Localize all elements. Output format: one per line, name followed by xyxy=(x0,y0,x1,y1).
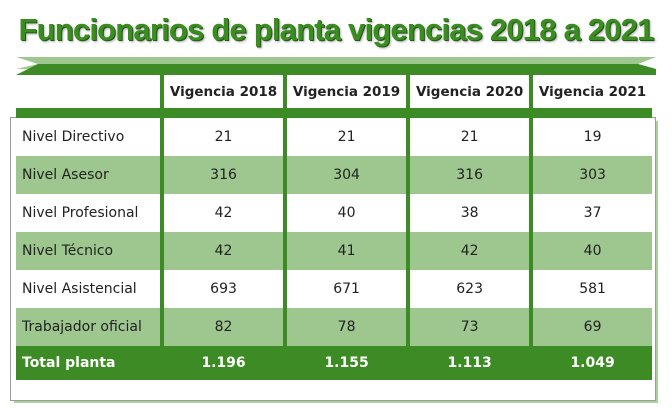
total-cell: 1.155 xyxy=(283,346,409,380)
row-label: Nivel Asesor xyxy=(16,156,162,194)
column-header: Vigencia 2021 xyxy=(529,75,652,108)
cell: 73 xyxy=(406,308,532,346)
total-row: Total planta 1.196 1.155 1.113 1.049 xyxy=(16,346,652,380)
column-header: Vigencia 2020 xyxy=(406,75,532,108)
column-header: Vigencia 2019 xyxy=(283,75,409,108)
table-row: Nivel Profesional 42 40 38 37 xyxy=(16,194,652,232)
table-row: Nivel Asistencial 693 671 623 581 xyxy=(16,270,652,308)
cell: 42 xyxy=(159,194,286,232)
cell: 21 xyxy=(406,118,532,156)
row-label: Nivel Técnico xyxy=(16,232,162,270)
header-row: Vigencia 2018 Vigencia 2019 Vigencia 202… xyxy=(16,75,652,108)
total-cell: 1.113 xyxy=(406,346,532,380)
row-label: Nivel Profesional xyxy=(22,205,139,221)
row-label: Nivel Asistencial xyxy=(22,281,137,297)
cell: 581 xyxy=(529,270,652,308)
table-row: Trabajador oficial 82 78 73 69 xyxy=(16,308,652,346)
header-ribbon xyxy=(16,57,656,75)
row-label: Trabajador oficial xyxy=(16,308,162,346)
page-title: Funcionarios de planta vigencias 2018 a … xyxy=(18,12,654,47)
table-row: Nivel Técnico 42 41 42 40 xyxy=(16,232,652,270)
cell: 82 xyxy=(159,308,286,346)
cell: 69 xyxy=(529,308,652,346)
header-separator xyxy=(16,108,652,118)
cell: 40 xyxy=(283,194,409,232)
cell: 37 xyxy=(529,194,652,232)
cell: 41 xyxy=(283,232,409,270)
cell: 671 xyxy=(283,270,409,308)
cell: 38 xyxy=(406,194,532,232)
header-empty xyxy=(16,75,162,108)
table-row: Nivel Directivo 21 21 21 19 xyxy=(16,118,652,156)
cell: 693 xyxy=(159,270,286,308)
total-cell: 1.049 xyxy=(529,346,652,380)
data-table: Vigencia 2018 Vigencia 2019 Vigencia 202… xyxy=(16,75,652,380)
cell: 623 xyxy=(406,270,532,308)
table-row: Nivel Asesor 316 304 316 303 xyxy=(16,156,652,194)
cell: 303 xyxy=(529,156,652,194)
cell: 21 xyxy=(283,118,409,156)
cell: 78 xyxy=(283,308,409,346)
total-cell: 1.196 xyxy=(159,346,286,380)
row-label: Nivel Directivo xyxy=(22,129,125,145)
column-header: Vigencia 2018 xyxy=(159,75,286,108)
cell: 42 xyxy=(159,232,286,270)
total-label: Total planta xyxy=(16,346,162,380)
cell: 304 xyxy=(283,156,409,194)
cell: 40 xyxy=(529,232,652,270)
cell: 19 xyxy=(529,118,652,156)
cell: 316 xyxy=(159,156,286,194)
cell: 316 xyxy=(406,156,532,194)
cell: 21 xyxy=(159,118,286,156)
cell: 42 xyxy=(406,232,532,270)
